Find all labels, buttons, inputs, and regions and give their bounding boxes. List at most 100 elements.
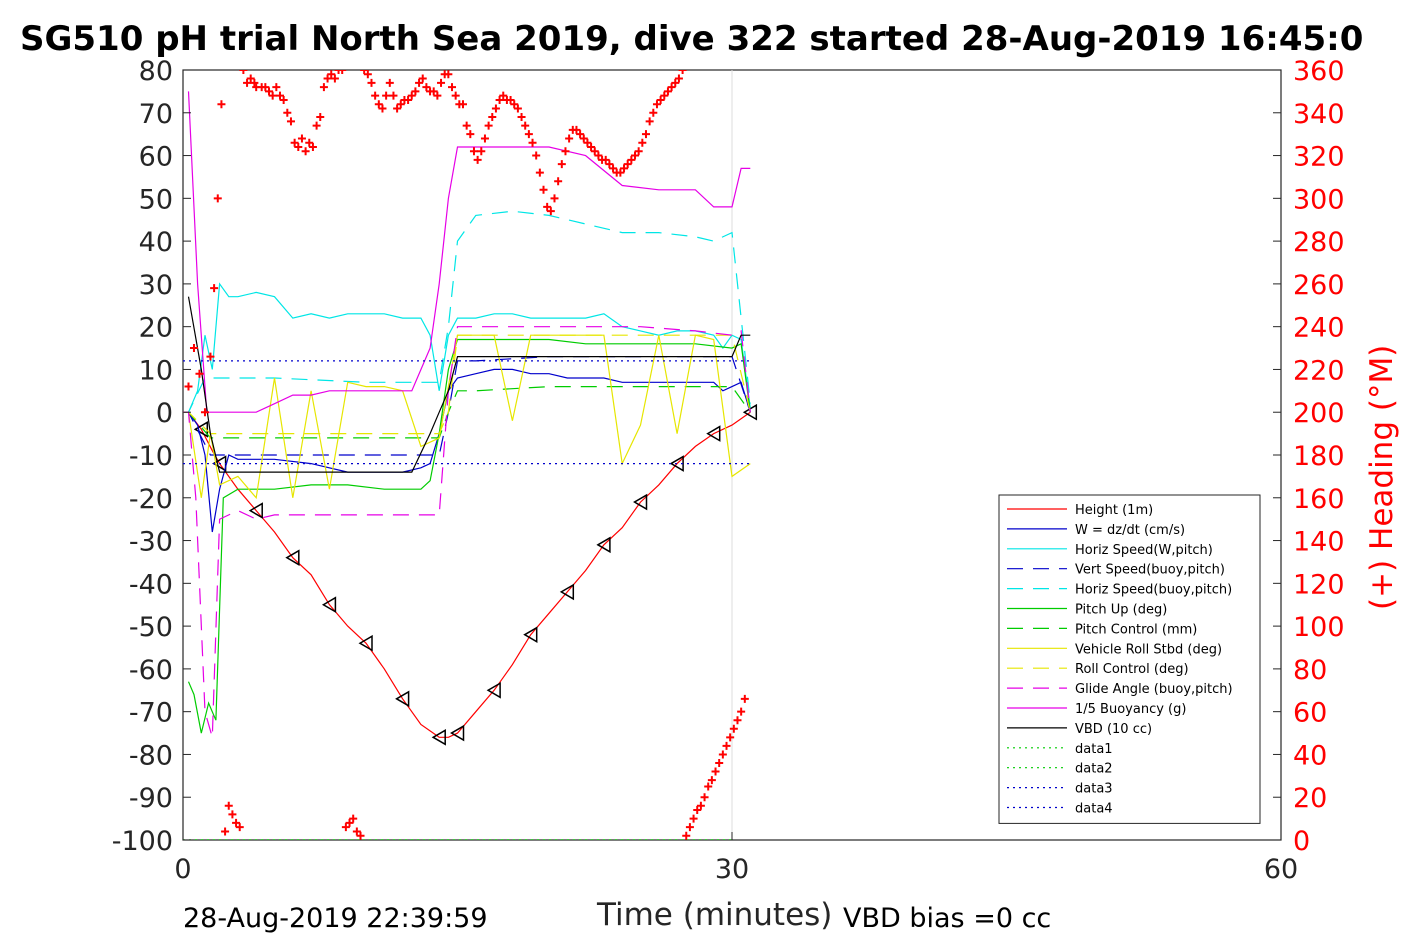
heading-point	[308, 143, 317, 151]
heading-point	[393, 104, 402, 113]
height-marker	[523, 626, 538, 643]
heading-point	[722, 741, 731, 750]
heading-point	[469, 147, 478, 156]
heading-point	[488, 113, 497, 122]
series-line-roll-control-deg	[183, 334, 751, 435]
heading-point	[634, 147, 643, 156]
legend-label-data2: data2	[1075, 762, 1113, 777]
heading-point	[319, 83, 328, 92]
y2-axis-label: (+) Heading (°M)	[1364, 345, 1400, 610]
series-line-w-dz-dt-cm-s	[188, 368, 751, 533]
heading-point	[715, 759, 724, 767]
heading-point	[645, 117, 654, 126]
heading-point	[301, 147, 310, 156]
legend-label-w-dz-dt-cm-s: W = dz/dt (cm/s)	[1075, 523, 1185, 538]
heading-point	[583, 138, 592, 147]
heading-point	[239, 70, 248, 74]
height-marker	[486, 681, 501, 699]
heading-point	[462, 121, 471, 130]
heading-point	[543, 202, 552, 211]
y-tick-label: 0	[156, 398, 173, 429]
heading-point	[444, 70, 453, 79]
y2-tick-label: 340	[1293, 99, 1345, 130]
y-tick-label: 50	[139, 184, 173, 215]
heading-point	[495, 95, 504, 104]
heading-point	[323, 74, 332, 83]
heading-point	[349, 814, 358, 823]
heading-point	[711, 767, 720, 776]
heading-point	[360, 70, 369, 74]
heading-point	[616, 168, 625, 177]
heading-point	[261, 83, 270, 92]
heading-point	[195, 369, 204, 378]
heading-point	[213, 194, 222, 203]
heading-point	[338, 70, 347, 74]
heading-point	[429, 87, 438, 96]
heading-point	[246, 74, 255, 83]
y-tick-label: -60	[129, 655, 173, 686]
height-marker	[321, 596, 337, 614]
heading-point	[473, 155, 482, 164]
heading-point	[700, 793, 709, 802]
series-line-horiz-speed-w-pitch	[187, 282, 751, 413]
heading-point	[404, 95, 413, 104]
heading-point	[283, 108, 292, 117]
heading-point	[297, 134, 306, 143]
heading-point	[693, 806, 702, 815]
height-marker	[706, 425, 721, 442]
heading-point	[737, 707, 746, 716]
heading-point	[345, 818, 354, 827]
legend-label-data1: data1	[1075, 742, 1113, 757]
heading-point	[532, 151, 541, 160]
y-tick-label: 10	[139, 355, 173, 386]
heading-point	[631, 151, 640, 160]
height-marker	[450, 724, 465, 742]
legend-label-pitch-control-mm: Pitch Control (mm)	[1075, 622, 1197, 637]
heading-point	[535, 168, 544, 177]
heading-point	[620, 164, 629, 173]
y2-tick-label: 80	[1293, 655, 1327, 686]
heading-point	[707, 776, 716, 785]
heading-point	[341, 823, 350, 832]
heading-point	[330, 74, 339, 83]
heading-point	[656, 95, 665, 104]
legend-label-vbd-10-cc: VBD (10 cc)	[1075, 722, 1152, 737]
heading-point	[305, 138, 314, 147]
heading-point	[356, 831, 365, 840]
heading-point	[554, 177, 563, 186]
y2-tick-label: 240	[1293, 313, 1345, 344]
heading-point	[660, 91, 669, 100]
heading-point	[334, 70, 343, 74]
y2-tick-label: 40	[1293, 740, 1327, 771]
heading-point	[609, 164, 618, 173]
y2-tick-label: 0	[1293, 826, 1310, 857]
heading-point	[448, 83, 457, 92]
height-marker	[358, 634, 373, 652]
y2-tick-label: 160	[1293, 484, 1345, 515]
heading-point	[561, 147, 570, 156]
heading-point	[565, 134, 574, 143]
heading-point	[411, 87, 420, 96]
legend-label-glide-angle-buoy-pitch: Glide Angle (buoy,pitch)	[1075, 682, 1233, 697]
height-marker	[285, 549, 300, 566]
heading-point	[521, 121, 530, 130]
heading-point	[590, 147, 599, 156]
heading-point	[729, 724, 738, 733]
y-tick-label: 30	[139, 270, 173, 301]
heading-point	[671, 78, 680, 87]
heading-point	[685, 823, 694, 832]
legend-label-vert-speed-buoy-pitch: Vert Speed(buoy,pitch)	[1075, 563, 1225, 578]
heading-point	[250, 78, 259, 87]
heading-point	[433, 91, 442, 100]
heading-point	[210, 284, 219, 293]
heading-point	[422, 83, 431, 92]
heading-point	[367, 78, 376, 87]
heading-point	[506, 95, 515, 104]
y2-tick-label: 360	[1293, 56, 1345, 87]
y2-tick-label: 20	[1293, 783, 1327, 814]
heading-point	[696, 801, 705, 810]
heading-point	[477, 147, 486, 156]
heading-point	[663, 87, 672, 96]
legend-label-horiz-speed-w-pitch: Horiz Speed(W,pitch)	[1075, 543, 1213, 558]
